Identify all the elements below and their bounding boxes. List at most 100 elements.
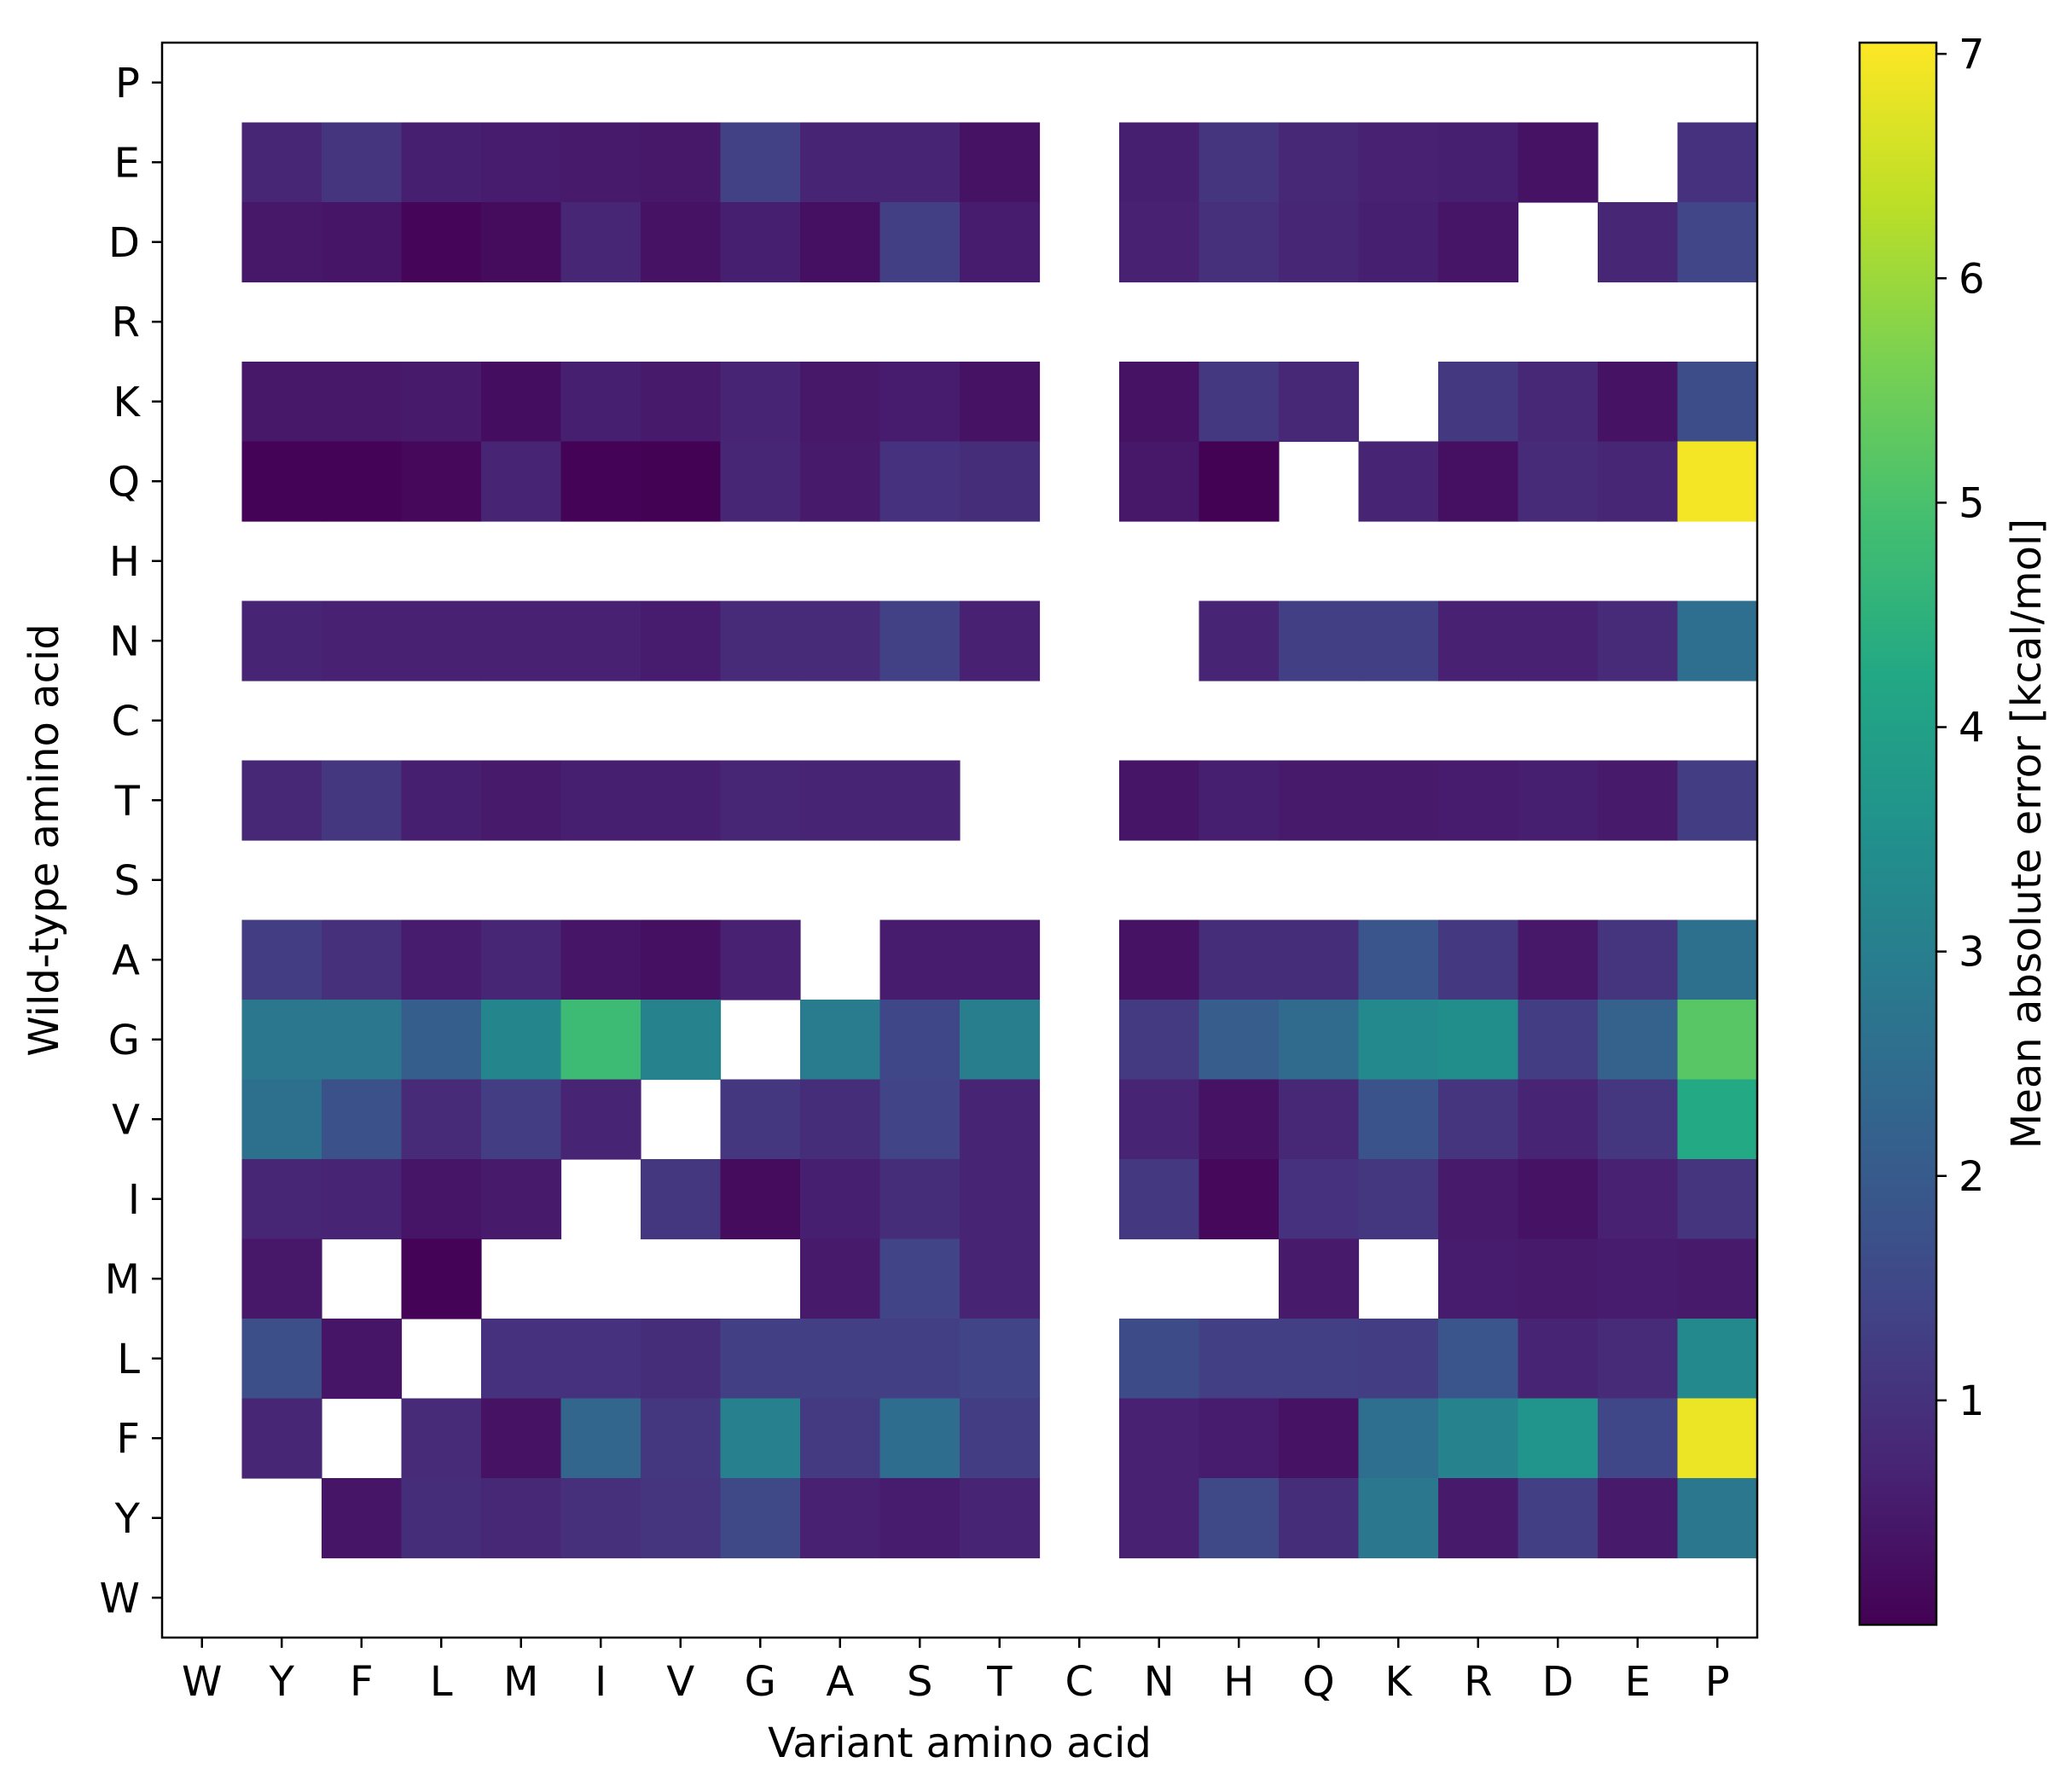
y-tick-label: L	[117, 1336, 140, 1383]
heatmap-cell	[1518, 362, 1599, 443]
heatmap-cell	[401, 202, 482, 283]
heatmap-cell	[960, 122, 1041, 203]
heatmap-cell	[241, 1238, 322, 1319]
heatmap-cell	[1199, 1319, 1280, 1400]
heatmap-cell	[1677, 122, 1758, 203]
colorbar-tick-label: 2	[1959, 1153, 1985, 1201]
heatmap-cell	[1119, 1478, 1200, 1559]
heatmap-cell	[1677, 1079, 1758, 1160]
colorbar-tick-label: 4	[1959, 704, 1985, 752]
heatmap-cell	[322, 1478, 403, 1559]
heatmap-cell	[1119, 122, 1200, 203]
heatmap-cell	[1518, 1319, 1599, 1400]
heatmap-cell	[1598, 362, 1679, 443]
y-tick-label: Q	[107, 458, 140, 506]
heatmap-cell	[1677, 919, 1758, 1000]
heatmap-cell	[1438, 202, 1519, 283]
heatmap-cell	[720, 600, 801, 681]
x-tick-label: V	[666, 1658, 694, 1706]
x-tick-label: K	[1385, 1658, 1413, 1706]
heatmap-cell	[322, 1000, 403, 1081]
heatmap-cell	[1677, 1159, 1758, 1240]
x-tick-label: H	[1223, 1658, 1254, 1706]
heatmap-cell	[1119, 1398, 1200, 1479]
heatmap-cell	[1598, 1238, 1679, 1319]
x-tick-label: I	[595, 1658, 607, 1706]
heatmap-cell	[560, 600, 641, 681]
y-tick-label: S	[114, 857, 140, 905]
heatmap-cell	[1279, 1238, 1360, 1319]
heatmap-cell	[1119, 1000, 1200, 1081]
heatmap-cell	[1677, 202, 1758, 283]
heatmap-cell	[641, 1398, 722, 1479]
heatmap-cell	[879, 362, 961, 443]
colorbar-frame	[1858, 41, 1938, 1626]
heatmap-cell	[241, 441, 322, 522]
heatmap-cell	[1279, 1159, 1360, 1240]
heatmap-cell	[1677, 441, 1758, 522]
heatmap-cell	[1119, 441, 1200, 522]
heatmap-cell	[800, 122, 881, 203]
heatmap-cell	[241, 919, 322, 1000]
heatmap-cell	[641, 362, 722, 443]
heatmap-cell	[1598, 441, 1679, 522]
heatmap-cell	[879, 1238, 961, 1319]
y-tick-label: W	[100, 1574, 140, 1622]
heatmap-cell	[560, 202, 641, 283]
heatmap-cell	[1279, 1478, 1360, 1559]
heatmap-cell	[1518, 1238, 1599, 1319]
heatmap-cell	[241, 122, 322, 203]
x-tick-label: W	[182, 1658, 222, 1706]
heatmap-cell	[1279, 1319, 1360, 1400]
heatmap-cell	[720, 1079, 801, 1160]
x-tick-label: F	[350, 1658, 374, 1706]
heatmap-cell	[481, 919, 562, 1000]
heatmap-cell	[960, 1079, 1041, 1160]
heatmap-cells	[241, 122, 1758, 1559]
colorbar-tick-label: 3	[1959, 929, 1985, 977]
heatmap-cell	[960, 1159, 1041, 1240]
heatmap-cell	[1598, 1478, 1679, 1559]
heatmap-cell	[720, 760, 801, 841]
heatmap-cell	[1438, 441, 1519, 522]
x-tick-label: P	[1705, 1658, 1730, 1706]
heatmap-cell	[1358, 1478, 1439, 1559]
heatmap-cell	[241, 202, 322, 283]
heatmap-cell	[960, 1238, 1041, 1319]
heatmap-cell	[241, 1398, 322, 1479]
heatmap-cell	[720, 362, 801, 443]
heatmap-cell	[401, 1238, 482, 1319]
heatmap-cell	[322, 202, 403, 283]
heatmap-cell	[1199, 1478, 1280, 1559]
heatmap-cell	[800, 1398, 881, 1479]
heatmap-cell	[481, 1319, 562, 1400]
heatmap-cell	[641, 122, 722, 203]
heatmap-cell	[800, 1478, 881, 1559]
heatmap-cell	[241, 1079, 322, 1160]
colorbar-label: Mean absolute error [kcal/mol]	[2003, 519, 2051, 1149]
y-tick-label: E	[114, 139, 140, 187]
heatmap-cell	[800, 600, 881, 681]
y-tick-label: R	[112, 299, 140, 346]
heatmap-cell	[241, 760, 322, 841]
y-tick-label: T	[114, 777, 141, 825]
heatmap-cell	[481, 760, 562, 841]
heatmap-cell	[879, 1079, 961, 1160]
heatmap-cell	[560, 1319, 641, 1400]
heatmap-cell	[560, 1398, 641, 1479]
heatmap-cell	[560, 1478, 641, 1559]
x-tick-label: G	[745, 1658, 776, 1706]
x-tick-label: A	[826, 1658, 854, 1706]
heatmap-cell	[1119, 202, 1200, 283]
heatmap-cell	[1438, 600, 1519, 681]
heatmap-cell	[1438, 1478, 1519, 1559]
heatmap-cell	[720, 122, 801, 203]
heatmap-cell	[560, 1079, 641, 1160]
heatmap-cell	[1358, 441, 1439, 522]
heatmap-cell	[1279, 600, 1360, 681]
heatmap-cell	[241, 362, 322, 443]
heatmap-cell	[560, 362, 641, 443]
heatmap-cell	[641, 1319, 722, 1400]
heatmap-cell	[1358, 1398, 1439, 1479]
heatmap-cell	[1598, 202, 1679, 283]
